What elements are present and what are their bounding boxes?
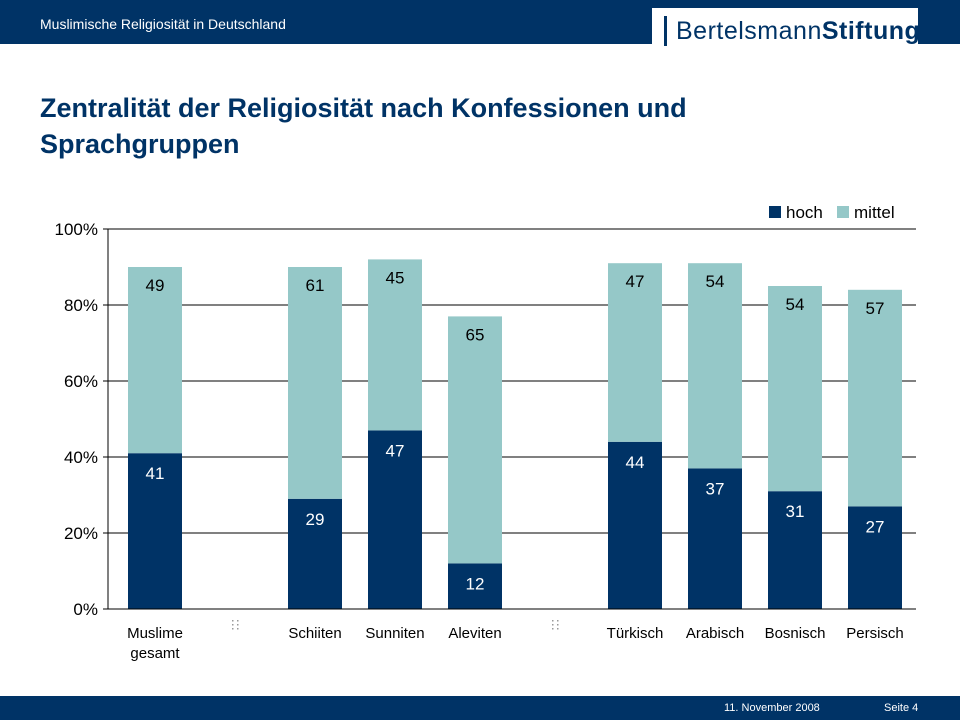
x-tick-label: Bosnisch bbox=[765, 625, 826, 642]
gap-separator-dot bbox=[557, 624, 559, 626]
y-tick-label: 60% bbox=[64, 372, 98, 391]
data-label-hoch: 12 bbox=[466, 574, 485, 593]
data-label-mittel: 57 bbox=[866, 299, 885, 318]
y-tick-label: 20% bbox=[64, 524, 98, 543]
legend-swatch-hoch bbox=[769, 206, 781, 218]
gap-separator-dot bbox=[232, 624, 234, 626]
gap-separator-dot bbox=[237, 624, 239, 626]
legend-label-hoch: hoch bbox=[786, 203, 823, 222]
logo: BertelsmannStiftung bbox=[652, 8, 920, 52]
data-label-mittel: 61 bbox=[306, 276, 325, 295]
gap-separator-dot bbox=[552, 624, 554, 626]
data-label-mittel: 65 bbox=[466, 325, 485, 344]
gap-separator-dot bbox=[557, 620, 559, 622]
data-label-mittel: 47 bbox=[626, 272, 645, 291]
bar-hoch bbox=[688, 468, 742, 609]
logo-text: BertelsmannStiftung bbox=[676, 17, 920, 46]
legend-swatch-mittel bbox=[837, 206, 849, 218]
data-label-hoch: 44 bbox=[626, 453, 645, 472]
data-label-mittel: 45 bbox=[386, 268, 405, 287]
data-label-hoch: 41 bbox=[146, 464, 165, 483]
bar-mittel bbox=[288, 267, 342, 499]
gap-separator-dot bbox=[237, 628, 239, 630]
gap-separator-dot bbox=[552, 620, 554, 622]
data-label-hoch: 29 bbox=[306, 510, 325, 529]
bar-mittel bbox=[128, 267, 182, 454]
x-tick-label: Aleviten bbox=[448, 625, 501, 642]
gap-separator-dot bbox=[557, 628, 559, 630]
bar-hoch bbox=[368, 430, 422, 609]
logo-bold: Stiftung bbox=[821, 17, 921, 45]
y-tick-label: 0% bbox=[73, 600, 98, 619]
x-tick-label: Sunniten bbox=[365, 625, 424, 642]
bar-mittel bbox=[608, 263, 662, 442]
footer-date: 11. November 2008 bbox=[724, 702, 820, 714]
bar-mittel bbox=[688, 263, 742, 469]
x-tick-label: Schiiten bbox=[288, 625, 341, 642]
data-label-hoch: 31 bbox=[786, 502, 805, 521]
y-tick-label: 40% bbox=[64, 448, 98, 467]
bar-hoch bbox=[128, 453, 182, 609]
data-label-hoch: 27 bbox=[866, 517, 885, 536]
data-label-hoch: 47 bbox=[386, 441, 405, 460]
bar-hoch bbox=[448, 563, 502, 609]
logo-regular: Bertelsmann bbox=[676, 17, 822, 45]
gap-separator-dot bbox=[237, 620, 239, 622]
section-title: Muslimische Religiosität in Deutschland bbox=[40, 16, 286, 32]
x-tick-label: gesamt bbox=[130, 645, 180, 662]
data-label-mittel: 54 bbox=[706, 272, 725, 291]
bar-hoch bbox=[288, 498, 342, 609]
bar-mittel bbox=[448, 316, 502, 564]
y-tick-label: 80% bbox=[64, 296, 98, 315]
footer-page-number: Seite 4 bbox=[884, 702, 919, 714]
x-tick-label: Persisch bbox=[846, 625, 904, 642]
legend-label-mittel: mittel bbox=[854, 203, 895, 222]
x-tick-label: Türkisch bbox=[607, 625, 664, 642]
gap-separator-dot bbox=[552, 628, 554, 630]
bar-mittel bbox=[368, 259, 422, 431]
y-tick-label: 100% bbox=[55, 220, 98, 239]
bar-hoch bbox=[768, 491, 822, 609]
data-label-mittel: 49 bbox=[146, 276, 165, 295]
bar-hoch bbox=[848, 506, 902, 609]
gap-separator-dot bbox=[232, 628, 234, 630]
x-tick-label: Muslime bbox=[127, 625, 183, 642]
x-tick-label: Arabisch bbox=[686, 625, 744, 642]
data-label-mittel: 54 bbox=[786, 295, 805, 314]
bar-hoch bbox=[608, 441, 662, 609]
bar-mittel bbox=[768, 286, 822, 492]
data-label-hoch: 37 bbox=[706, 479, 725, 498]
bottom-bar: 11. November 2008 Seite 4 bbox=[0, 696, 960, 720]
bar-mittel bbox=[848, 289, 902, 507]
logo-bar bbox=[664, 16, 667, 46]
gap-separator-dot bbox=[232, 620, 234, 622]
slide-title: Zentralität der Religiosität nach Konfes… bbox=[40, 93, 687, 159]
